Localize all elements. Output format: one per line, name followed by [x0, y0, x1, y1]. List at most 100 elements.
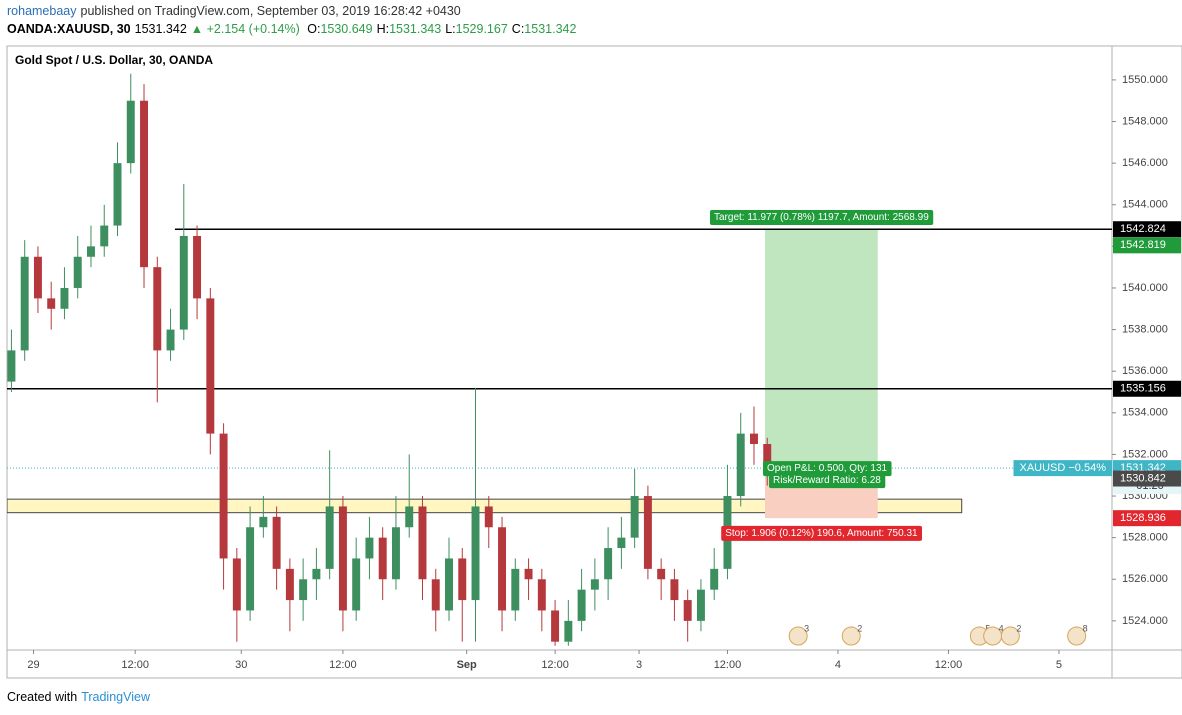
quote-value: 1531.343	[389, 22, 442, 36]
candle-body	[126, 100, 135, 164]
quote-value: 1530.649	[320, 22, 373, 36]
candle-body	[179, 235, 188, 330]
candle-body	[100, 225, 109, 247]
candle-body	[418, 506, 427, 580]
y-tick-label: 1548.000	[1122, 115, 1168, 127]
rr-label: Risk/Reward Ratio: 6.28	[773, 475, 881, 486]
brand[interactable]: TradingView	[81, 690, 150, 704]
candle-body	[365, 537, 374, 559]
candle-body	[338, 506, 347, 611]
symbol: OANDA:XAUUSD, 30	[7, 22, 131, 36]
stop-price-bg	[1113, 510, 1181, 527]
y-tick-label: 1544.000	[1122, 199, 1168, 211]
publisher[interactable]: rohamebaay	[7, 4, 77, 18]
candle-body	[246, 527, 255, 611]
quote-value: 1529.167	[455, 22, 508, 36]
event-icon	[788, 626, 808, 646]
candle-body	[47, 298, 56, 309]
candle-body	[551, 610, 560, 642]
candle-body	[511, 568, 520, 611]
candle-body	[166, 329, 175, 351]
candle-body	[312, 568, 321, 580]
candle-body	[206, 298, 215, 434]
x-tick-label: 12:00	[541, 659, 569, 671]
candle-body	[657, 568, 666, 580]
candle-body	[325, 506, 334, 569]
x-tick-label: 12:00	[329, 659, 357, 671]
event-icon	[1067, 626, 1087, 646]
symbol-change: XAUUSD −0.54%	[1019, 462, 1106, 474]
y-tick-label: 1538.000	[1122, 323, 1168, 335]
candle-body	[750, 433, 758, 445]
chart-frame	[6, 45, 1182, 679]
target-price: 1542.819	[1120, 239, 1166, 251]
candle-body	[683, 600, 692, 621]
candle-body	[590, 579, 599, 590]
y-tick-label: 1536.000	[1122, 365, 1168, 377]
candle-body	[471, 506, 480, 601]
chart-title: Gold Spot / U.S. Dollar, 30, OANDA	[15, 53, 213, 67]
quote-line: OANDA:XAUUSD, 30 1531.342 ▲ +2.154 (+0.14%…	[7, 22, 580, 36]
x-tick-label: 29	[27, 659, 39, 671]
candle-body	[617, 537, 626, 549]
level-price: 1542.824	[1120, 223, 1166, 235]
publish-line: rohamebaay published on TradingView.com, …	[7, 4, 465, 18]
x-tick-label: 4	[835, 659, 841, 671]
x-tick-label: Sep	[457, 659, 477, 671]
y-tick-label: 1526.000	[1122, 573, 1168, 585]
candle-body	[604, 548, 613, 580]
candle-body	[272, 516, 281, 569]
candle-body	[140, 100, 148, 268]
candle-body	[73, 256, 82, 288]
stop-label: Stop: 1.906 (0.12%) 190.6, Amount: 750.3…	[725, 528, 918, 539]
candle-body	[193, 235, 202, 299]
y-tick-label: 1534.000	[1122, 407, 1168, 419]
level-price-bg	[1113, 221, 1181, 238]
candle-body	[153, 267, 162, 351]
target-label: Target: 11.977 (0.78%) 1197.7, Amount: 2…	[714, 212, 929, 223]
created: Created with	[7, 690, 78, 704]
event-count: 3	[804, 623, 809, 633]
x-tick-label: 12:00	[121, 659, 149, 671]
x-tick-label: 3	[636, 659, 642, 671]
target-area	[765, 229, 878, 479]
target-price-bg	[1113, 237, 1181, 254]
stop-label-bg	[721, 525, 923, 541]
event-count: 2	[857, 623, 862, 633]
event-count: 8	[1083, 623, 1088, 633]
level-price: 1535.156	[1120, 383, 1166, 395]
candle-body	[7, 350, 16, 382]
candle-body	[445, 558, 453, 611]
y-tick-label: 1540.000	[1122, 282, 1168, 294]
event-icon	[1000, 626, 1020, 646]
x-tick-label: 12:00	[714, 659, 742, 671]
candle-body	[405, 506, 414, 528]
candle-body	[630, 496, 639, 538]
last: 1531.342	[134, 22, 187, 36]
candle-body	[736, 433, 745, 497]
candle-body	[113, 163, 122, 226]
candle-body	[524, 568, 533, 580]
event-count: 4	[999, 623, 1004, 633]
candle-body	[299, 579, 308, 601]
candle-body	[763, 444, 772, 469]
change: ▲ +2.154 (+0.14%)	[190, 22, 300, 36]
candle-body	[710, 568, 719, 590]
candle-body	[259, 516, 268, 528]
candle-body	[391, 527, 400, 580]
quote-key: O:	[307, 22, 321, 36]
event-icon	[841, 626, 861, 646]
candle-body	[431, 579, 440, 611]
pnl-label-bg	[763, 461, 892, 477]
entry-price-bg	[1113, 470, 1181, 487]
level-price-bg	[1113, 380, 1181, 397]
candle-body	[285, 568, 294, 601]
candle-body	[219, 433, 228, 559]
y-tick-label: 1524.000	[1122, 615, 1168, 627]
event-count: 2	[1016, 623, 1021, 633]
pnl-label: Open P&L: 0.500, Qty: 131	[767, 463, 888, 474]
candle-body	[458, 558, 467, 601]
published: published on TradingView.com, September …	[80, 4, 461, 18]
y-tick-label: 1528.000	[1122, 532, 1168, 544]
